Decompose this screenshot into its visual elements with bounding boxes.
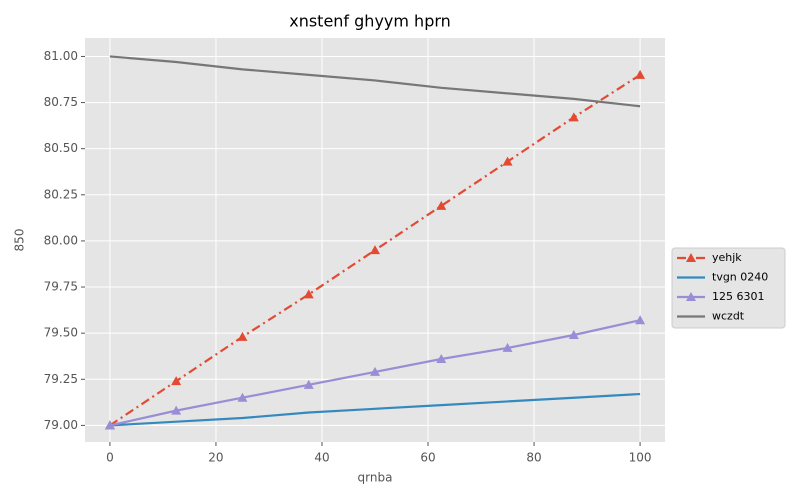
- point-marker: [237, 392, 248, 402]
- point-marker: [303, 379, 314, 389]
- x-axis-label: qrnba: [358, 471, 393, 485]
- y-tick-label: 80.75: [44, 95, 78, 109]
- x-tick-label: 0: [106, 451, 114, 465]
- legend-marker: [686, 292, 696, 301]
- y-tick-label: 79.00: [44, 418, 78, 432]
- series-line: [109, 392, 641, 427]
- y-tick-label: 79.50: [44, 326, 78, 340]
- point-marker: [436, 353, 447, 363]
- legend-label: 125 6301: [712, 290, 765, 303]
- x-tick-label: 60: [420, 451, 435, 465]
- point-marker: [502, 342, 513, 352]
- point-marker: [303, 289, 314, 299]
- x-tick-label: 20: [208, 451, 223, 465]
- point-marker: [171, 376, 182, 386]
- point-marker: [635, 69, 646, 79]
- point-marker: [171, 405, 182, 415]
- chart-title: xnstenf ghyym hprn: [289, 12, 451, 31]
- x-tick-label: 100: [629, 451, 652, 465]
- point-marker: [502, 156, 513, 166]
- legend-marker: [686, 253, 696, 262]
- point-marker: [370, 245, 380, 255]
- legend-label: yehjk: [712, 251, 742, 264]
- y-tick-label: 81.00: [44, 49, 78, 63]
- y-tick-label: 80.25: [44, 187, 78, 201]
- legend-label: tvgn 0240: [712, 271, 768, 284]
- y-tick-label: 79.25: [44, 372, 78, 386]
- y-tick-label: 80.00: [44, 233, 78, 247]
- point-marker: [635, 315, 646, 325]
- legend-label: wczdt: [712, 310, 745, 323]
- series-line: [109, 55, 641, 108]
- y-tick-label: 79.75: [44, 280, 78, 294]
- y-axis-label: 850: [13, 229, 27, 252]
- point-marker: [104, 420, 115, 430]
- point-marker: [237, 331, 248, 341]
- y-tick-label: 80.50: [44, 141, 78, 155]
- point-marker: [370, 366, 380, 376]
- x-tick-label: 40: [314, 451, 329, 465]
- point-marker: [568, 330, 579, 340]
- point-marker: [568, 112, 579, 122]
- x-tick-label: 80: [526, 451, 541, 465]
- point-marker: [436, 200, 447, 210]
- legend-box: [671, 247, 786, 329]
